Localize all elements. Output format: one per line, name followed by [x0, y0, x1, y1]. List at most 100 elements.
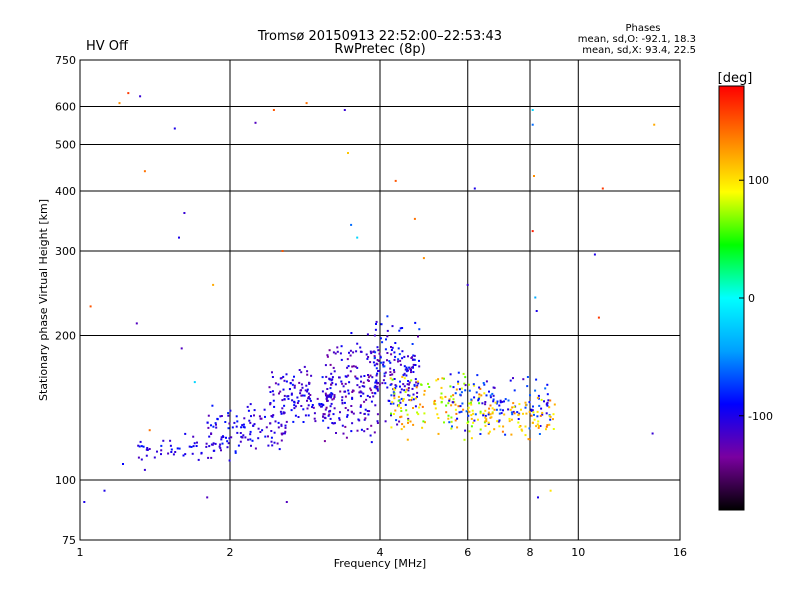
data-point [404, 403, 407, 406]
data-point [488, 390, 490, 393]
data-point [346, 415, 349, 418]
data-point [192, 435, 195, 438]
data-point [541, 411, 544, 414]
data-point [122, 463, 124, 465]
data-point [284, 430, 287, 433]
data-point [512, 402, 515, 405]
data-point [363, 430, 366, 433]
data-point [414, 378, 417, 381]
data-point [227, 427, 230, 430]
data-point [313, 412, 316, 415]
data-point [142, 445, 145, 448]
data-point [413, 358, 416, 361]
data-point [399, 363, 402, 366]
data-point [418, 359, 420, 362]
data-point [280, 412, 283, 415]
data-point [341, 399, 344, 402]
data-point [376, 385, 379, 388]
data-point [412, 358, 415, 361]
data-point [269, 422, 272, 425]
data-point [511, 406, 514, 409]
data-point [103, 489, 106, 492]
data-point [422, 257, 425, 260]
data-point [400, 397, 403, 400]
data-point [89, 305, 92, 308]
data-point [541, 413, 544, 416]
data-point [528, 410, 531, 413]
data-point [293, 386, 296, 389]
y-tick-label: 100 [55, 474, 76, 487]
data-point [340, 345, 343, 348]
data-point [305, 102, 308, 105]
data-point [415, 386, 418, 389]
data-point [191, 452, 194, 455]
data-point [351, 389, 354, 392]
data-point [306, 388, 309, 391]
data-point [464, 389, 467, 392]
data-point [274, 382, 277, 385]
data-point [297, 400, 300, 403]
data-point [472, 383, 475, 386]
data-point [524, 434, 527, 437]
x-tick-label: 1 [77, 546, 84, 559]
data-point [347, 152, 349, 154]
data-point [435, 379, 438, 382]
data-point [528, 401, 531, 404]
data-point [206, 496, 209, 499]
data-point [552, 428, 555, 430]
data-point [549, 489, 552, 492]
data-point [393, 388, 396, 391]
data-point [243, 426, 246, 429]
data-point [219, 447, 222, 450]
data-point [546, 401, 549, 404]
data-point [458, 388, 461, 391]
data-point [466, 422, 469, 425]
data-point [190, 446, 193, 448]
data-point [391, 346, 394, 349]
data-point [351, 365, 354, 368]
data-point [180, 347, 183, 350]
data-point [145, 448, 148, 451]
data-point [457, 382, 460, 385]
data-point [288, 388, 291, 390]
phases-title: Phases [625, 23, 660, 34]
data-point [531, 230, 534, 233]
data-point [351, 396, 354, 399]
data-point [380, 323, 383, 326]
data-point [344, 382, 347, 385]
data-point [399, 327, 402, 330]
data-point [356, 342, 359, 345]
data-point [140, 445, 143, 448]
data-point [552, 413, 555, 416]
data-point [219, 415, 222, 418]
data-point [290, 392, 293, 395]
data-point [472, 421, 475, 424]
data-point [268, 386, 271, 389]
data-point [222, 435, 224, 438]
data-point [499, 399, 502, 402]
data-point [331, 378, 334, 381]
data-point [394, 179, 397, 182]
data-point [482, 412, 485, 415]
data-point [160, 453, 162, 456]
data-point [484, 424, 487, 427]
data-point [434, 407, 437, 410]
data-point [341, 396, 344, 399]
data-point [531, 409, 534, 412]
data-point [475, 391, 478, 394]
data-point [485, 418, 488, 421]
data-point [361, 385, 364, 388]
data-point [156, 450, 158, 453]
data-point [651, 432, 654, 435]
y-tick-label: 750 [55, 54, 76, 67]
data-point [332, 366, 335, 369]
data-point [464, 384, 467, 387]
data-point [263, 408, 266, 411]
data-point [178, 447, 181, 450]
data-point [483, 383, 486, 386]
data-point [593, 253, 596, 256]
data-point [403, 355, 406, 358]
data-point [196, 441, 198, 444]
data-point [471, 409, 474, 412]
